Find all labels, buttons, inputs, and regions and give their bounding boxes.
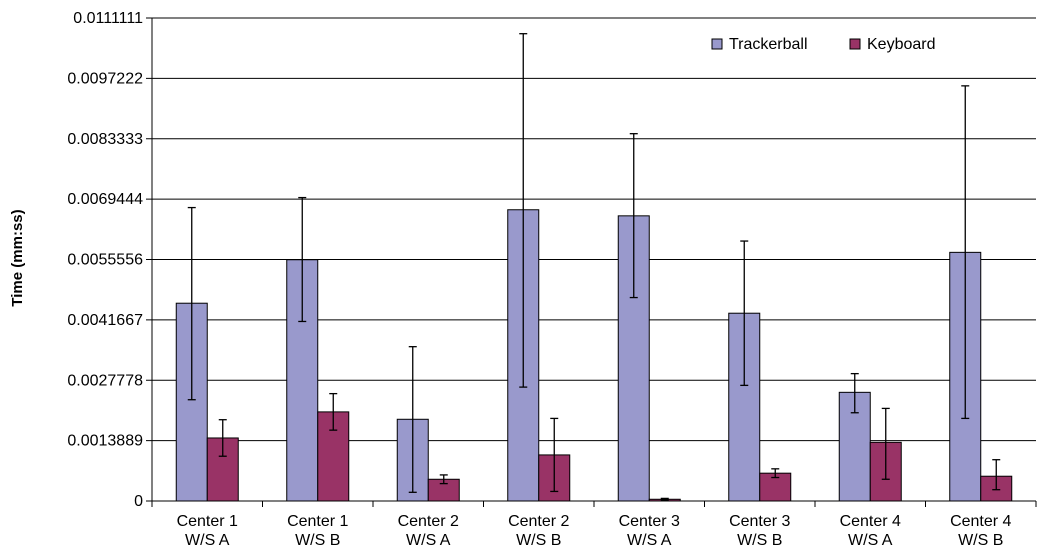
x-tick-label: Center 3 bbox=[729, 513, 790, 530]
y-tick-labels: 0 0.0013889 0.0027778 0.0041667 0.0055556 0.0… bbox=[67, 10, 143, 510]
x-tick-label: W/S B bbox=[737, 532, 782, 549]
error-bars bbox=[187, 33, 1001, 501]
bar-keyboard bbox=[206, 437, 239, 502]
x-tick-label: W/S B bbox=[516, 532, 561, 549]
axes bbox=[151, 18, 1037, 507]
bars bbox=[175, 209, 1013, 502]
x-tick-label: Center 2 bbox=[398, 513, 459, 530]
x-tick-label: W/S A bbox=[848, 532, 893, 549]
legend-label-trackerball: Trackerball bbox=[729, 36, 808, 53]
x-tick-label: W/S A bbox=[185, 532, 230, 549]
y-tick-label: 0.0055556 bbox=[67, 252, 143, 269]
y-tick-label: 0.0083333 bbox=[67, 131, 143, 148]
x-tick-label: W/S A bbox=[627, 532, 672, 549]
x-tick-label: Center 3 bbox=[619, 513, 680, 530]
y-axis-title: Time (mm:ss) bbox=[9, 209, 26, 306]
gridlines bbox=[146, 17, 1036, 502]
y-tick-label: 0.0013889 bbox=[67, 433, 143, 450]
legend-swatch-keyboard bbox=[849, 38, 861, 50]
legend-swatch-trackerball bbox=[711, 38, 723, 50]
y-tick-label: 0.0041667 bbox=[67, 312, 143, 329]
x-tick-label: W/S B bbox=[295, 532, 340, 549]
x-tick-label: Center 1 bbox=[287, 513, 348, 530]
legend-label-keyboard: Keyboard bbox=[867, 36, 936, 53]
x-tick-label: Center 2 bbox=[508, 513, 569, 530]
legend: Trackerball Keyboard bbox=[711, 36, 936, 53]
y-tick-label: 0.0097222 bbox=[67, 70, 143, 87]
y-tick-label: 0.0111111 bbox=[73, 10, 143, 27]
y-tick-label: 0 bbox=[134, 493, 143, 510]
x-tick-label: W/S B bbox=[958, 532, 1003, 549]
x-tick-label: Center 1 bbox=[177, 513, 238, 530]
x-tick-label: Center 4 bbox=[840, 513, 901, 530]
x-tick-labels: Center 1 W/S A Center 1 W/S B Center 2 W/S A C… bbox=[177, 513, 1012, 549]
x-tick-label: Center 4 bbox=[950, 513, 1011, 530]
y-tick-label: 0.0027778 bbox=[67, 372, 143, 389]
x-tick-label: W/S A bbox=[406, 532, 451, 549]
y-tick-label: 0.0069444 bbox=[67, 191, 143, 208]
